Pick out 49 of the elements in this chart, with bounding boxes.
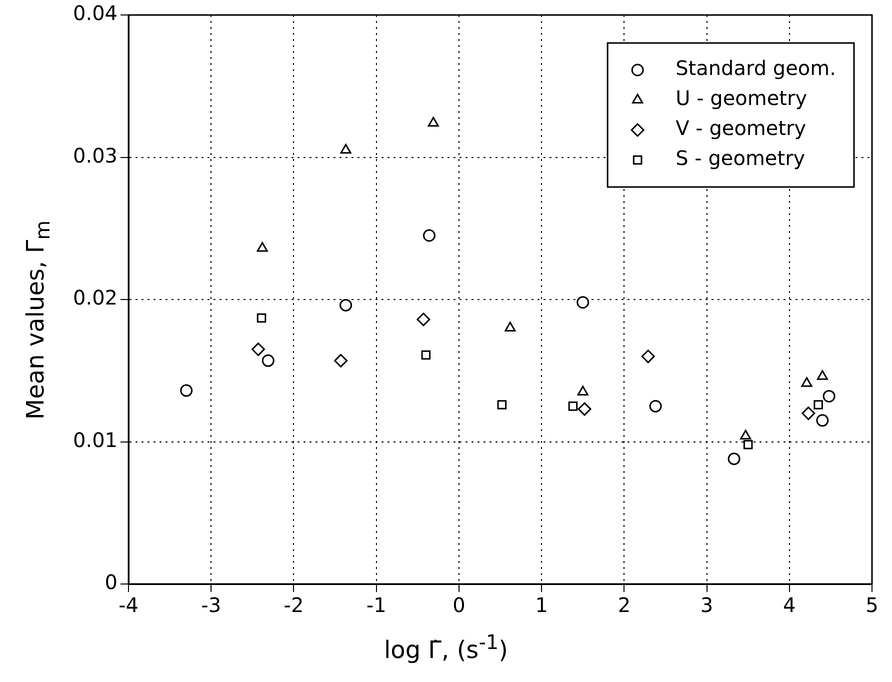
legend-label: V - geometry <box>676 116 806 140</box>
x-tick-label: 0 <box>452 593 466 618</box>
legend-label: S - geometry <box>676 146 806 170</box>
point <box>577 386 588 396</box>
point <box>262 354 274 367</box>
legend-label: Standard geom. <box>676 56 836 80</box>
point <box>504 322 516 332</box>
x-tick-label: 1 <box>535 593 548 618</box>
point <box>822 390 836 402</box>
point <box>649 400 662 412</box>
point <box>428 116 439 127</box>
y-tick-label: 0.03 <box>73 143 118 168</box>
point <box>801 377 812 387</box>
point <box>728 452 740 466</box>
y-tick-label: 0.01 <box>73 428 118 452</box>
x-axis-title: log Γ̇, (s$^{-1}$) <box>382 630 510 664</box>
point <box>740 430 752 440</box>
point <box>497 400 507 410</box>
point <box>340 298 352 312</box>
point <box>802 406 816 420</box>
legend-label: U - geometry <box>676 86 808 110</box>
point <box>251 342 265 356</box>
point <box>340 144 352 154</box>
x-tick-label: -3 <box>201 593 222 618</box>
x-tick-label: -1 <box>366 593 386 618</box>
point <box>576 296 590 309</box>
point <box>256 242 268 252</box>
x-tick-label: 5 <box>866 593 878 618</box>
point <box>421 350 431 360</box>
point <box>816 414 829 427</box>
y-tick-label: 0.04 <box>73 1 118 26</box>
point <box>416 312 430 326</box>
point <box>814 400 823 410</box>
point <box>816 370 828 380</box>
x-tick-label: 4 <box>783 593 796 618</box>
point <box>641 350 655 364</box>
point <box>578 402 592 416</box>
point <box>743 440 753 450</box>
x-tick-label: -4 <box>118 593 139 618</box>
y-tick-label: 0.02 <box>73 286 118 310</box>
point <box>256 313 266 323</box>
point <box>180 384 193 397</box>
x-tick-label: 2 <box>618 593 631 618</box>
x-tick-label: -2 <box>284 593 304 618</box>
point <box>334 354 348 368</box>
point <box>568 402 578 411</box>
point <box>422 229 436 242</box>
x-tick-label: 3 <box>700 593 714 618</box>
y-tick-label: 0 <box>104 570 118 594</box>
